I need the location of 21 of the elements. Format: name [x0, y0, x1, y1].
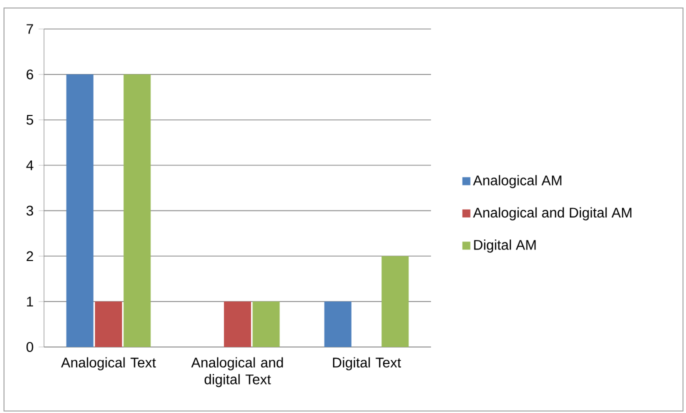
legend-label: Analogical and Digital AM	[473, 207, 632, 220]
bar	[324, 302, 352, 347]
bar	[224, 302, 252, 347]
bar	[94, 302, 122, 347]
y-tick-label: 1	[27, 296, 34, 306]
y-tick-label: 3	[26, 206, 34, 216]
x-tick-label: Analogical and digital Text	[191, 357, 283, 388]
y-tick-label: 7	[26, 24, 34, 34]
legend-label: Digital AM	[474, 240, 536, 253]
bar	[382, 256, 409, 347]
y-tick-label: 2	[26, 251, 34, 262]
bar	[66, 74, 94, 347]
y-tick-label: 0	[26, 342, 34, 352]
y-tick-label: 5	[26, 114, 34, 125]
bar	[124, 74, 151, 347]
y-tick-label: 4	[26, 160, 34, 170]
x-tick-label: Analogical Text	[61, 357, 156, 370]
y-tick-label: 6	[26, 69, 34, 80]
bar	[252, 302, 280, 347]
legend-label: Analogical AM	[473, 175, 562, 188]
x-tick-label: Digital Text	[333, 357, 402, 370]
